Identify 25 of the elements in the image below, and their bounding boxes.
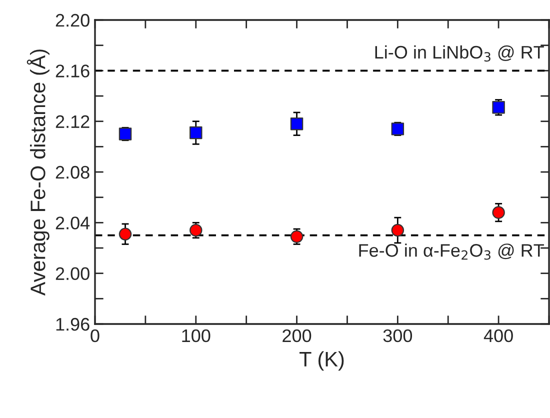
point: [391, 224, 404, 237]
ref-line-label: Fe-O in α-Fe$_{2}$O$_{3}$ @ RT: [359, 244, 544, 260]
y-axis-title: Average Fe-O distance (Å): [26, 50, 50, 296]
point: [290, 230, 304, 243]
x-axis-title: T (K): [300, 351, 344, 371]
point: [190, 224, 202, 237]
point: [118, 128, 132, 140]
x-tick-label: 200: [282, 329, 312, 342]
point: [492, 206, 505, 219]
x-tick-label: 100: [182, 329, 210, 342]
y-tick-label: 2.08: [56, 166, 90, 179]
y-tick-label: 2.12: [56, 115, 90, 128]
point: [290, 118, 304, 130]
y-tick-label: 2.00: [56, 267, 90, 280]
point: [118, 228, 132, 240]
x-tick-label: 0: [90, 329, 100, 342]
y-tick-label: 1.96: [56, 318, 90, 331]
x-tick-label: 300: [383, 329, 412, 342]
ref-line-label: Li-O in LiNbO$_{3}$ @ RT: [375, 45, 544, 62]
y-tick-label: 2.16: [56, 64, 90, 78]
x-tick-label: 400: [484, 329, 513, 342]
point: [190, 126, 202, 140]
y-tick-label: 2.04: [56, 216, 90, 230]
point: [391, 122, 404, 136]
y-tick-label: 2.20: [56, 14, 90, 27]
